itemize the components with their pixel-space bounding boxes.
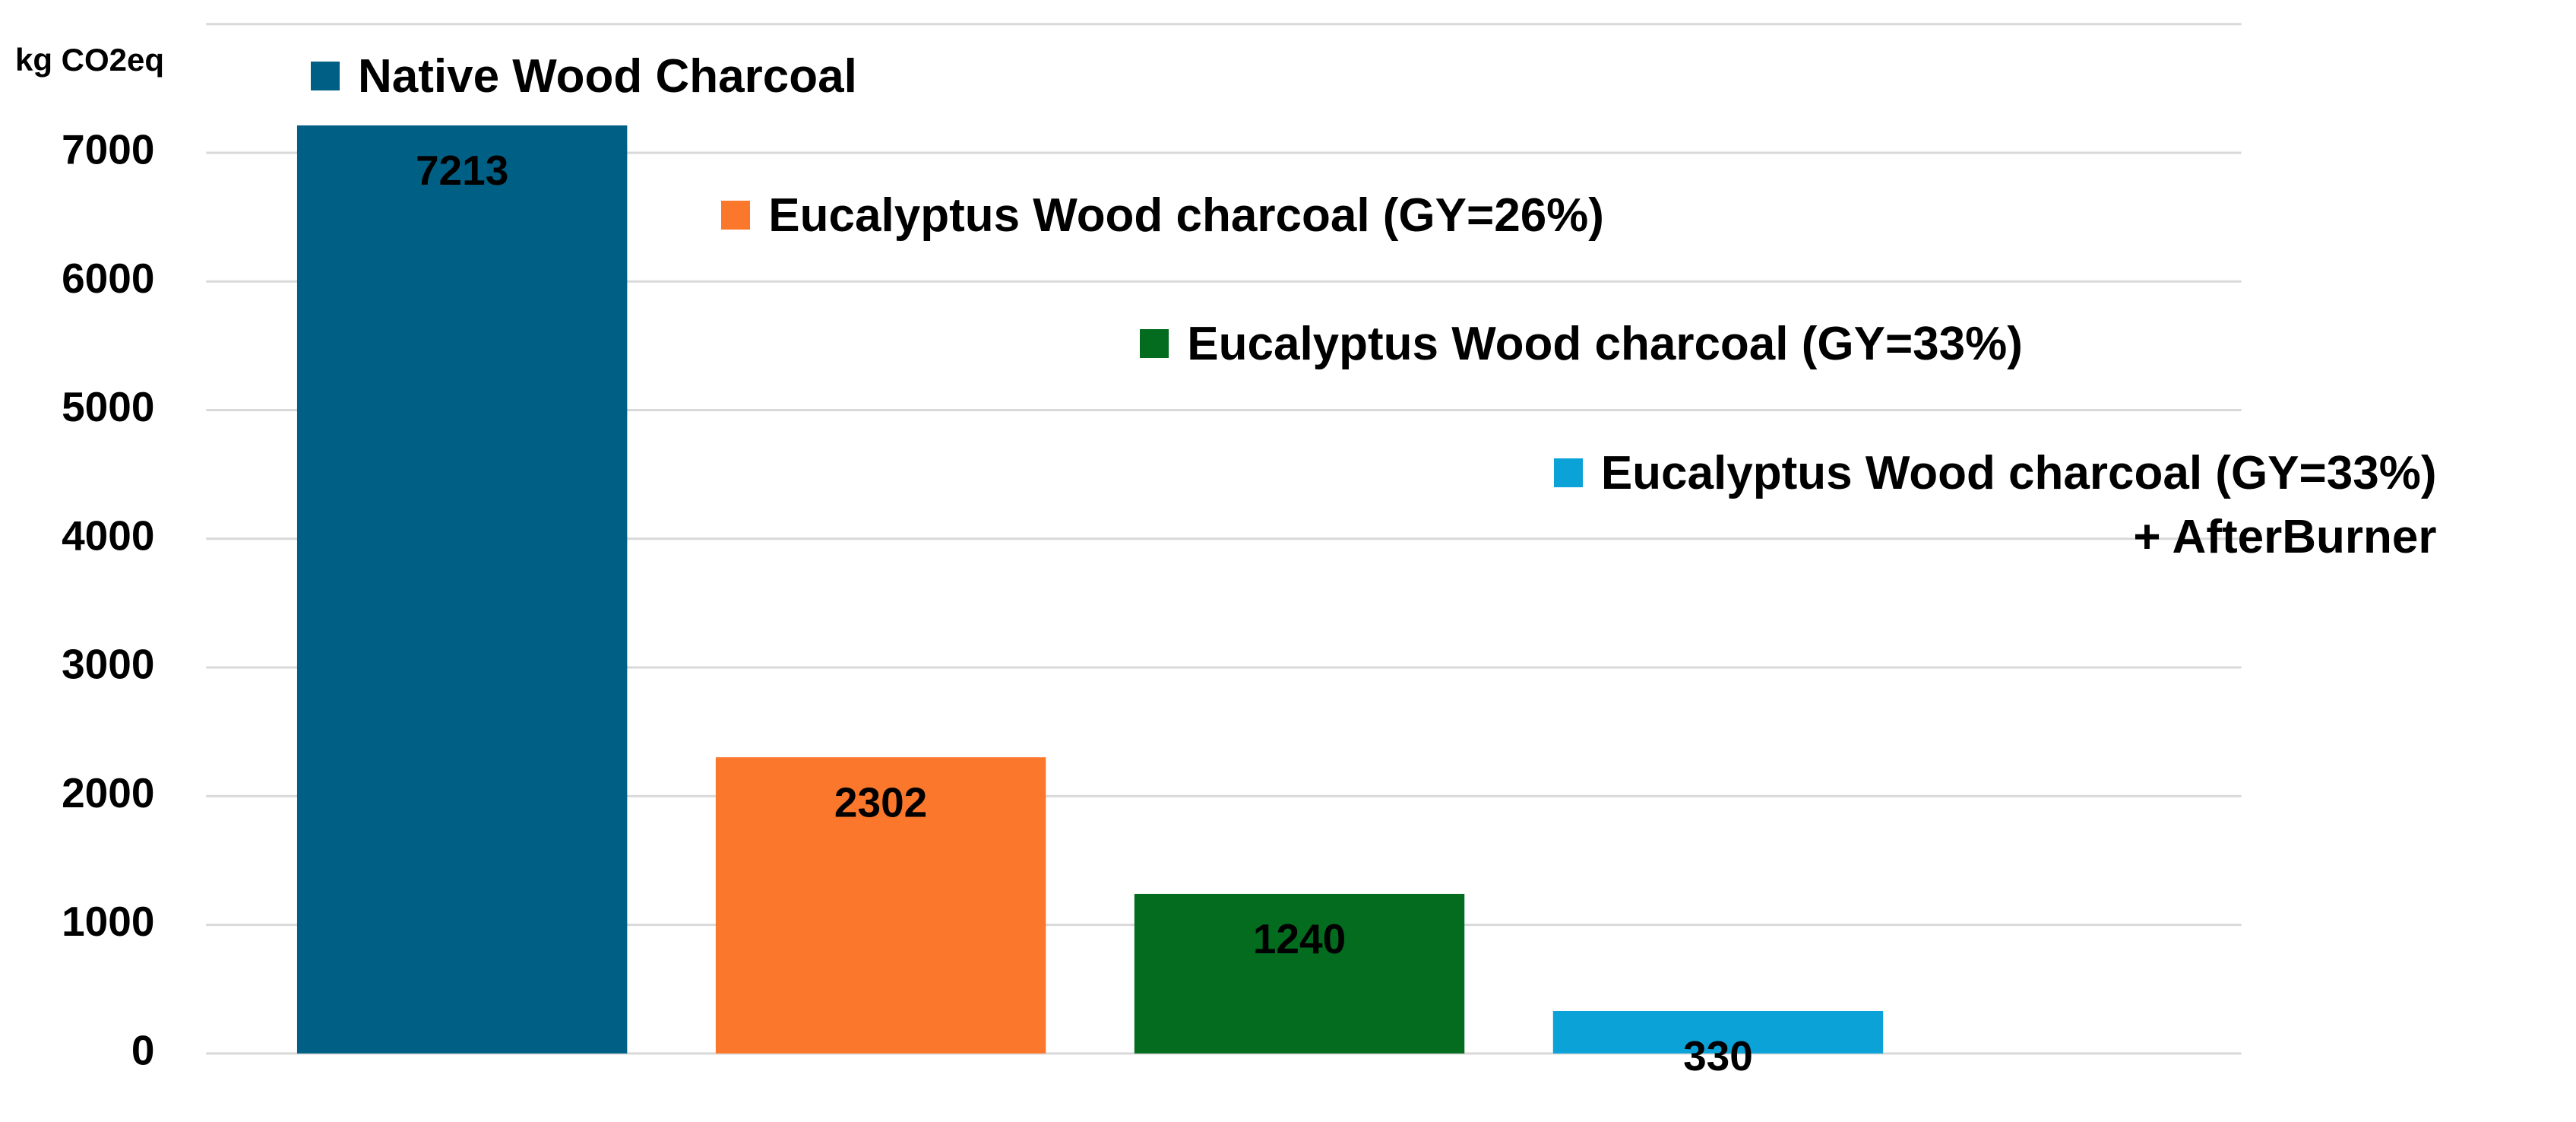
legend-item: Native Wood Charcoal (310, 45, 857, 109)
bar (1134, 893, 1465, 1054)
legend-swatch (1140, 329, 1169, 359)
data-label: 2302 (834, 778, 927, 826)
legend-swatch (310, 62, 340, 91)
bar (715, 757, 1046, 1054)
legend-item: Eucalyptus Wood charcoal (GY=33%) (1140, 312, 2023, 376)
data-label: 7213 (416, 147, 508, 194)
y-axis-label: kg CO2eq (15, 42, 164, 78)
legend-swatch (1553, 458, 1583, 487)
y-tick-label: 5000 (62, 383, 154, 430)
y-tick-label: 3000 (62, 641, 154, 688)
legend-swatch (721, 200, 751, 230)
bar (1552, 1010, 1884, 1054)
legend-label: Eucalyptus Wood charcoal (GY=26%) (768, 189, 1604, 242)
legend-label: Eucalyptus Wood charcoal (GY=33%) (1187, 318, 2023, 371)
legend-label: Native Wood Charcoal (357, 50, 857, 103)
y-tick-label: 6000 (62, 255, 154, 302)
bar (296, 125, 628, 1054)
data-label: 330 (1683, 1032, 1753, 1079)
legend-item: Eucalyptus Wood charcoal (GY=33%) + Afte… (1553, 442, 2437, 569)
y-tick-label: 4000 (62, 512, 154, 559)
y-tick-label: 1000 (62, 898, 154, 945)
y-tick-label: 7000 (62, 126, 154, 173)
data-label: 1240 (1253, 915, 1346, 962)
y-tick-label: 2000 (62, 769, 154, 816)
legend-label: Eucalyptus Wood charcoal (GY=33%) + Afte… (1600, 446, 2437, 563)
legend-item: Eucalyptus Wood charcoal (GY=26%) (721, 184, 1604, 248)
y-tick-label: 0 (131, 1026, 155, 1073)
